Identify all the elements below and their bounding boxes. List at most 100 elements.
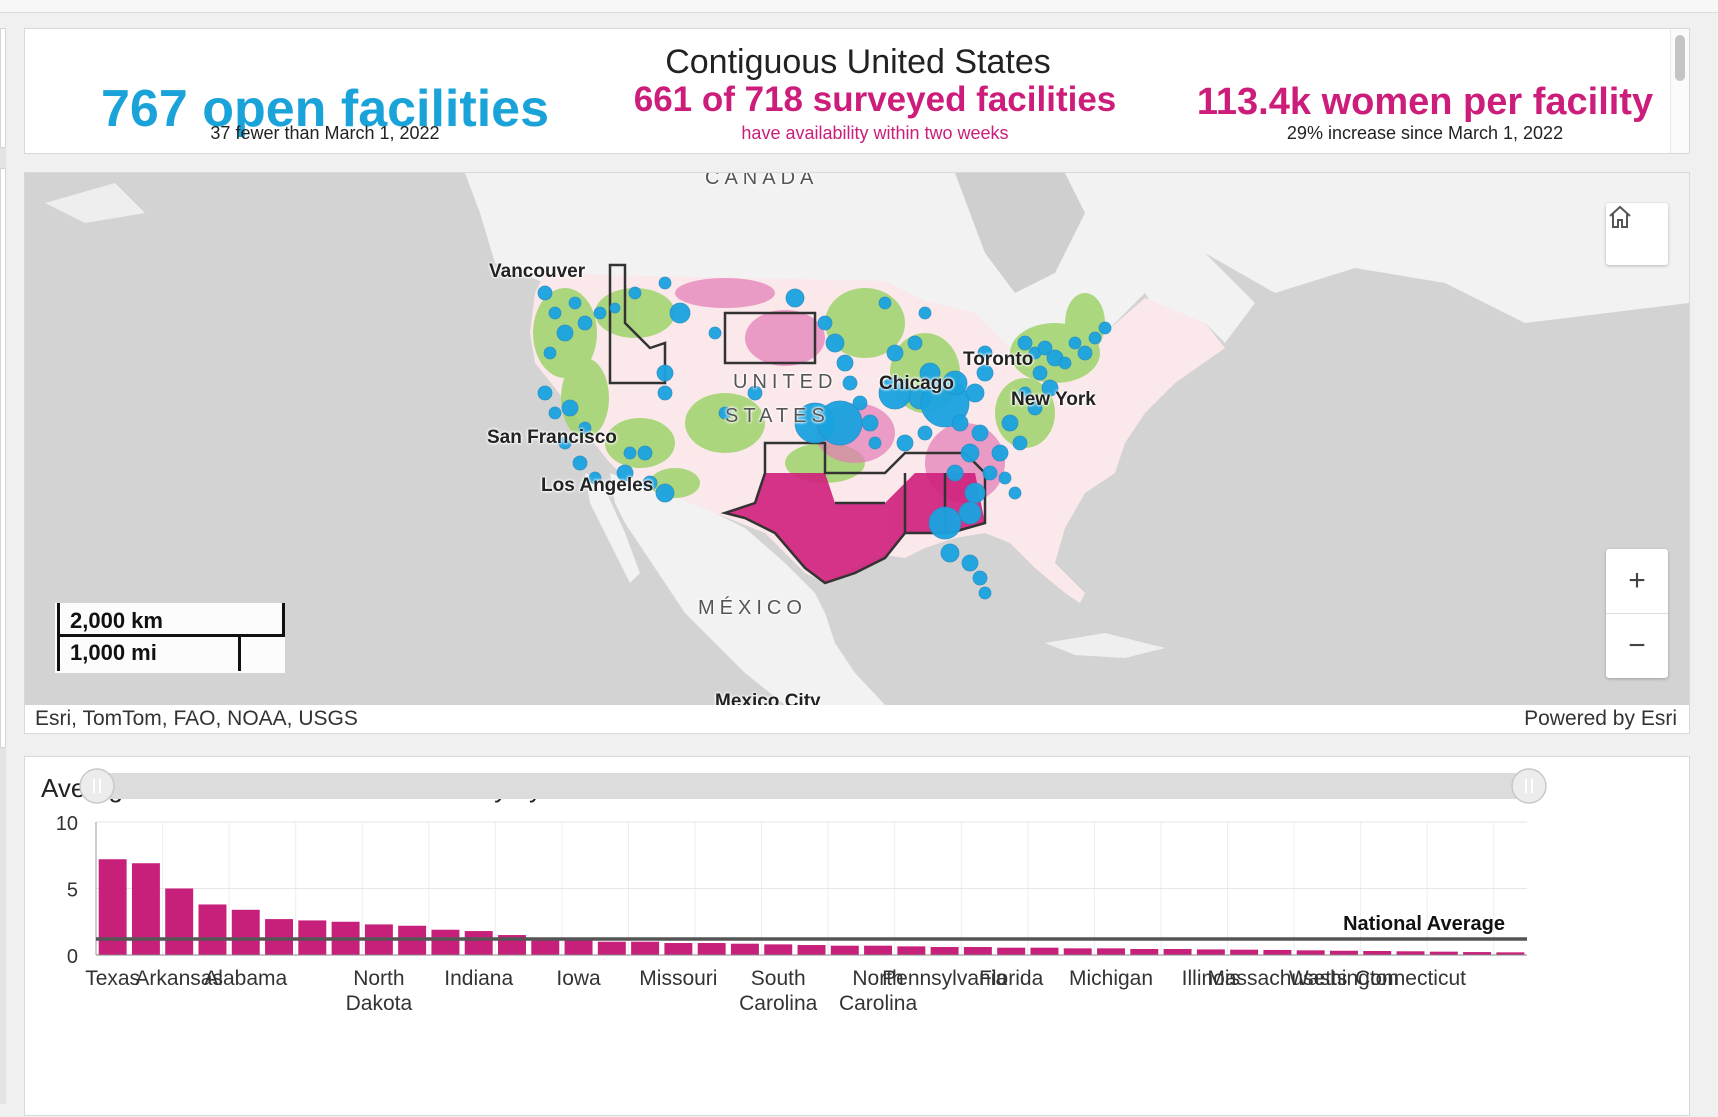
range-slider-handle-right[interactable]	[1511, 768, 1547, 804]
facility-marker	[556, 324, 574, 342]
facility-marker	[1058, 356, 1072, 370]
bar[interactable]	[531, 937, 560, 955]
bar[interactable]	[664, 943, 693, 955]
bar[interactable]	[597, 941, 626, 955]
bar[interactable]	[265, 919, 294, 955]
facility-marker	[928, 506, 962, 540]
bar[interactable]	[963, 947, 992, 955]
facility-marker	[628, 286, 642, 300]
facility-marker	[642, 475, 658, 491]
kpi-women-value: 113.4k women per facility	[1196, 81, 1654, 123]
kpi-open-facilities-subtitle: 37 fewer than March 1, 2022	[210, 123, 440, 143]
facility-marker	[558, 436, 572, 450]
bar[interactable]	[1130, 949, 1159, 955]
kpi-scrollbar-thumb[interactable]	[1675, 35, 1685, 81]
x-tick-label: Washington	[1289, 967, 1399, 990]
bar[interactable]	[1396, 951, 1425, 955]
bar[interactable]	[431, 929, 460, 955]
region-title: Contiguous United States	[665, 43, 1051, 81]
facility-marker	[578, 421, 592, 435]
bar[interactable]	[730, 943, 759, 955]
attribution-text[interactable]: Esri, TomTom, FAO, NOAA, USGS	[35, 707, 358, 730]
bar[interactable]	[231, 909, 260, 955]
facility-marker	[965, 383, 985, 403]
label-toronto: Toronto	[963, 349, 1034, 370]
facility-marker	[656, 364, 674, 382]
facility-marker	[1001, 414, 1019, 432]
bar[interactable]	[830, 945, 859, 955]
zoom-in-button[interactable]: +	[1628, 564, 1646, 597]
scale-mi: 1,000 mi	[57, 637, 241, 671]
facility-marker	[1068, 336, 1082, 350]
facility-marker	[593, 306, 607, 320]
bar[interactable]	[131, 863, 160, 955]
bar[interactable]	[1196, 949, 1225, 955]
bar[interactable]	[1496, 952, 1525, 955]
facility-marker	[543, 346, 557, 360]
range-slider-track	[83, 773, 1543, 799]
bar[interactable]	[1296, 950, 1325, 955]
land-canada	[465, 173, 1689, 373]
powered-by-esri[interactable]: Powered by Esri	[1524, 707, 1677, 730]
facility-marker	[971, 424, 989, 442]
chart-panel: Average Travel Hours to Nearest Facility…	[24, 756, 1690, 1116]
label-new-york: New York	[1011, 389, 1096, 410]
facility-marker	[568, 296, 582, 310]
bar[interactable]	[864, 945, 893, 955]
bar[interactable]	[930, 947, 959, 955]
facility-marker	[1037, 340, 1053, 356]
facility-marker	[960, 443, 980, 463]
facility-marker	[918, 306, 932, 320]
facility-marker	[976, 364, 994, 382]
kpi-women-per-facility: 113.4k women per facility 29% increase s…	[1175, 81, 1675, 144]
kpi-open-facilities-value: 767 open facilities	[101, 80, 549, 138]
bar[interactable]	[1030, 947, 1059, 955]
bar[interactable]	[1063, 948, 1092, 955]
bar[interactable]	[165, 888, 194, 956]
x-tick-label: Florida	[979, 967, 1044, 990]
facility-marker	[548, 306, 562, 320]
bar[interactable]	[1230, 949, 1259, 955]
y-tick-label: 10	[56, 813, 78, 835]
bar[interactable]	[564, 940, 593, 955]
plot-area: 0 5 10 National Average TexasArkansasAlabama…	[56, 813, 1527, 1015]
bar[interactable]	[697, 943, 726, 955]
facility-marker	[1008, 486, 1022, 500]
facility-marker	[561, 399, 579, 417]
facility-marker	[718, 406, 732, 420]
bar[interactable]	[897, 946, 926, 955]
bar[interactable]	[1463, 952, 1492, 955]
bar[interactable]	[797, 945, 826, 955]
bar[interactable]	[464, 931, 493, 955]
basemap	[45, 173, 1689, 705]
zoom-out-button[interactable]: −	[1606, 613, 1668, 678]
hudson-bay	[955, 173, 1085, 293]
facility-marker	[658, 276, 672, 290]
x-tick-label: Texas	[85, 967, 140, 990]
land-mexico	[610, 473, 885, 705]
bar[interactable]	[1163, 949, 1192, 955]
x-tick-label: South	[751, 967, 806, 990]
bar[interactable]	[1429, 951, 1458, 955]
bar[interactable]	[198, 904, 227, 955]
facility-marker	[907, 335, 923, 351]
label-mexico-city: Mexico City	[715, 691, 821, 705]
bar[interactable]	[1329, 950, 1358, 955]
bar[interactable]	[764, 944, 793, 955]
bar[interactable]	[631, 941, 660, 955]
facility-marker	[946, 464, 964, 482]
facility-marker	[1017, 335, 1033, 351]
zoom-control: + −	[1606, 549, 1668, 678]
bar[interactable]	[997, 947, 1026, 955]
map-view[interactable]: CANADA UNITED STATES MÉXICO Mexico City …	[25, 173, 1689, 705]
bar[interactable]	[1363, 951, 1392, 955]
alaska-strip	[45, 183, 145, 223]
bar[interactable]	[1263, 949, 1292, 955]
facility-marker	[623, 446, 637, 460]
caribbean	[1045, 633, 1165, 658]
home-button[interactable]	[1606, 203, 1668, 265]
x-tick-label: Missouri	[639, 967, 717, 990]
bar[interactable]	[1097, 948, 1125, 955]
kpi-scrollbar[interactable]	[1670, 29, 1689, 153]
range-slider-handle-left[interactable]	[79, 768, 115, 804]
